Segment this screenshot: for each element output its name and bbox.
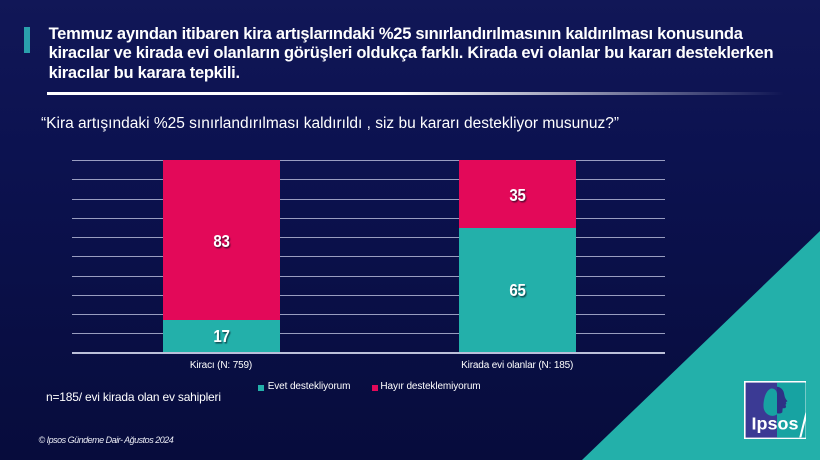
svg-text:Ipsos: Ipsos bbox=[751, 414, 798, 434]
